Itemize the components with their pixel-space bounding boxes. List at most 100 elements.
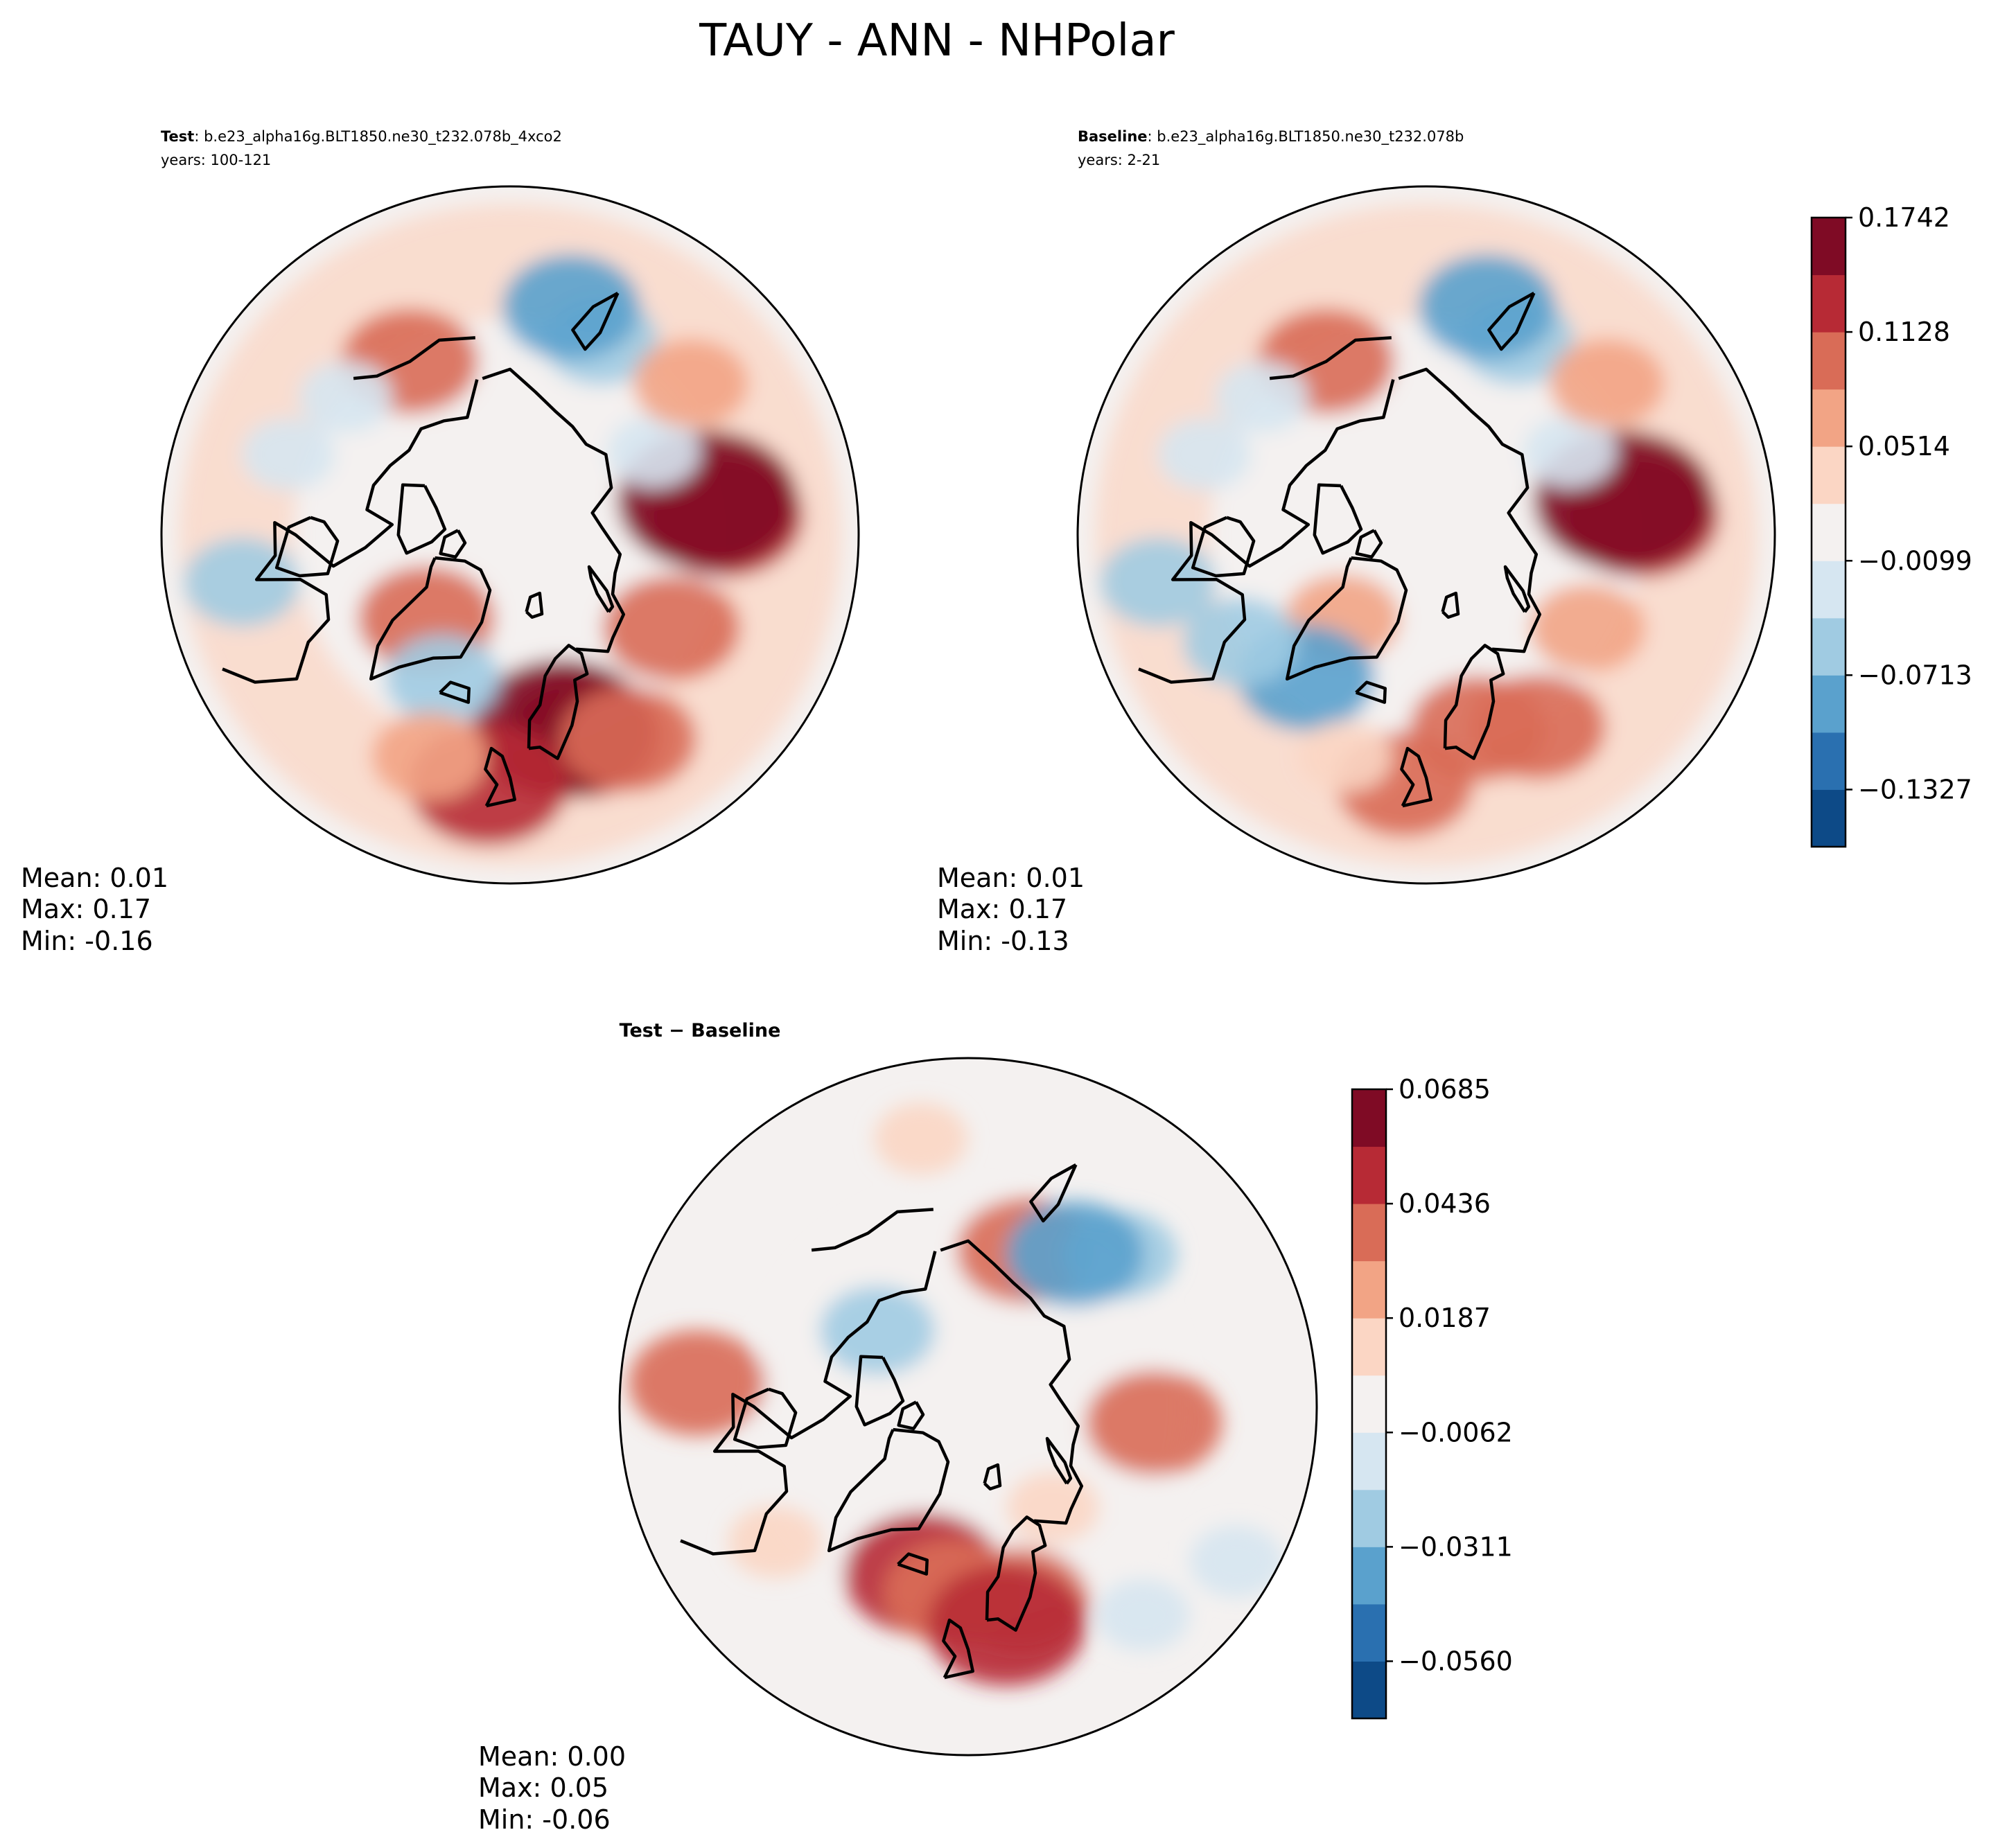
top-colorbar-segment-4 xyxy=(1812,561,1846,619)
difference-colorbar-label-0: 0.0685 xyxy=(1399,1074,1491,1105)
top-colorbar-label-4: −0.0713 xyxy=(1858,660,1972,690)
top-colorbar-segment-7 xyxy=(1812,389,1846,447)
top-colorbar-frame xyxy=(1810,216,1847,848)
baseline-title-label: Baseline xyxy=(1078,128,1148,145)
difference-colorbar-frame xyxy=(1351,1088,1387,1720)
test-max-stat: Max: 0.17 xyxy=(21,894,151,924)
test-min-stat: Min: -0.16 xyxy=(21,926,153,956)
difference-colorbar-segment-8 xyxy=(1352,1204,1386,1262)
top-colorbar-segment-3 xyxy=(1812,617,1846,676)
baseline-contour-blob-9 xyxy=(1419,254,1556,360)
baseline-min-stat: Min: -0.13 xyxy=(937,926,1069,956)
test-coastline-9 xyxy=(525,591,544,619)
difference-colorbar-segment-6 xyxy=(1352,1318,1386,1376)
baseline-years: years: 2-21 xyxy=(1078,152,1160,168)
baseline-coastline-4 xyxy=(1398,367,1542,653)
test-map-title: Test: b.e23_alpha16g.BLT1850.ne30_t232.0… xyxy=(161,128,562,146)
test-contour-blob-17 xyxy=(633,339,748,428)
baseline-title-case: : b.e23_alpha16g.BLT1850.ne30_t232.078b xyxy=(1148,128,1464,146)
test-coastline-3 xyxy=(439,680,471,704)
test-coastline-12 xyxy=(274,516,340,578)
difference-colorbar-segment-10 xyxy=(1352,1089,1386,1147)
test-contour-blob-15 xyxy=(606,416,701,489)
top-colorbar-label-1: 0.1128 xyxy=(1858,317,1950,347)
baseline-coastline-9 xyxy=(1441,591,1460,619)
difference-colorbar: 0.0685 0.0436 0.0187 −0.0062 −0.0311 −0.0560 xyxy=(1351,1074,1513,1720)
difference-map-title: Test − Baseline xyxy=(620,1020,781,1041)
difference-coastline-7 xyxy=(897,1400,925,1431)
test-contour-blob-13 xyxy=(241,418,336,491)
top-colorbar-label-0: 0.1742 xyxy=(1858,202,1950,233)
difference-coastline-2 xyxy=(942,1618,974,1680)
difference-coastline-3 xyxy=(897,1552,929,1576)
difference-colorbar-label-5: −0.0560 xyxy=(1399,1646,1513,1676)
baseline-map-boundary xyxy=(1076,185,1776,885)
test-coastline-5 xyxy=(222,379,479,684)
test-coastline-11 xyxy=(353,336,475,380)
difference-min-stat: Min: -0.06 xyxy=(478,1804,611,1835)
test-coastline-8 xyxy=(587,565,615,613)
test-coastline-0 xyxy=(369,556,492,681)
difference-colorbar-segment-1 xyxy=(1352,1603,1386,1662)
difference-contour-blob-8 xyxy=(1006,1201,1144,1307)
baseline-mean-stat: Mean: 0.01 xyxy=(937,863,1085,893)
baseline-coastline-12 xyxy=(1191,516,1256,578)
top-colorbar-segment-1 xyxy=(1812,732,1846,790)
difference-max-stat: Max: 0.05 xyxy=(478,1772,608,1803)
baseline-coastline-0 xyxy=(1285,556,1408,681)
baseline-coastline-7 xyxy=(1355,529,1383,559)
difference-colorbar-segment-2 xyxy=(1352,1547,1386,1605)
baseline-contour-blob-17 xyxy=(1549,339,1665,428)
difference-coastline-9 xyxy=(983,1463,1002,1490)
baseline-coastline-6 xyxy=(1313,483,1363,555)
difference-contour-blob-14 xyxy=(874,1102,968,1175)
difference-contour-blob-9 xyxy=(819,1286,936,1375)
top-colorbar-segment-6 xyxy=(1812,446,1846,504)
baseline-coastline-2 xyxy=(1400,746,1432,808)
top-colorbar-label-3: −0.0099 xyxy=(1858,545,1972,576)
baseline-contour-blob-11 xyxy=(1182,597,1299,687)
baseline-contour-blob-16 xyxy=(1215,361,1309,434)
difference-coastline-1 xyxy=(985,1515,1047,1632)
test-map-boundary xyxy=(160,185,860,885)
baseline-map-field xyxy=(1078,186,1775,883)
test-title-case: : b.e23_alpha16g.BLT1850.ne30_t232.078b_… xyxy=(194,128,562,146)
test-contour-blob-5 xyxy=(559,686,696,792)
baseline-contour-blob-13 xyxy=(1157,418,1252,491)
top-colorbar-segment-10 xyxy=(1812,218,1846,276)
baseline-coastline-8 xyxy=(1503,565,1531,613)
difference-contour-blob-12 xyxy=(728,1506,822,1578)
difference-colorbar-label-4: −0.0311 xyxy=(1399,1531,1513,1562)
test-map-field xyxy=(161,186,859,883)
baseline-max-stat: Max: 0.17 xyxy=(937,894,1067,924)
baseline-coastline-3 xyxy=(1355,680,1387,704)
baseline-map-title: Baseline: b.e23_alpha16g.BLT1850.ne30_t2… xyxy=(1078,128,1464,146)
test-coastline-6 xyxy=(396,483,447,555)
test-coastline-4 xyxy=(482,367,626,653)
difference-colorbar-label-1: 0.0436 xyxy=(1399,1188,1491,1219)
top-colorbar-segment-5 xyxy=(1812,503,1846,561)
difference-colorbar-segment-9 xyxy=(1352,1146,1386,1204)
difference-colorbar-segment-3 xyxy=(1352,1489,1386,1547)
difference-coastline-8 xyxy=(1045,1436,1073,1485)
test-mean-stat: Mean: 0.01 xyxy=(21,863,168,893)
baseline-coastline-1 xyxy=(1443,644,1505,760)
difference-contour-blob-6 xyxy=(1085,1370,1222,1476)
difference-coastline-12 xyxy=(733,1387,798,1450)
test-contour-blob-12 xyxy=(385,634,501,723)
difference-colorbar-label-2: 0.0187 xyxy=(1399,1303,1491,1333)
top-colorbar-segment-9 xyxy=(1812,274,1846,333)
difference-contour-blob-5 xyxy=(629,1330,766,1436)
test-years: years: 100-121 xyxy=(161,152,271,168)
difference-coastline-10 xyxy=(1029,1163,1078,1223)
difference-coastline-4 xyxy=(940,1239,1084,1525)
difference-contour-blob-11 xyxy=(1189,1525,1283,1598)
test-coastline-7 xyxy=(439,529,467,559)
difference-colorbar-segment-7 xyxy=(1352,1260,1386,1319)
top-colorbar: 0.1742 0.1128 0.0514 −0.0099 −0.0713 −0.1327 xyxy=(1810,202,1972,848)
difference-coastline-5 xyxy=(680,1251,937,1556)
baseline-contour-blob-15 xyxy=(1523,416,1617,489)
test-title-label: Test xyxy=(161,128,194,145)
difference-coastline-0 xyxy=(827,1427,950,1553)
